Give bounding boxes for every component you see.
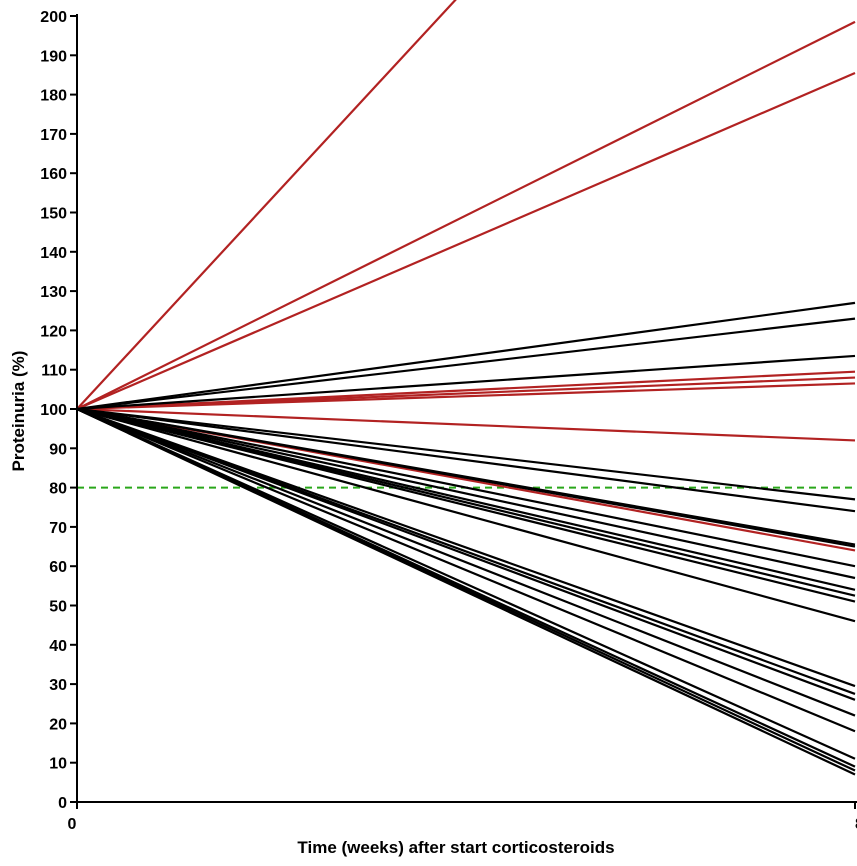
y-tick-label-80: 80 [49, 481, 67, 498]
x-axis-title: Time (weeks) after start corticosteroids [297, 838, 614, 857]
series-line-12 [77, 407, 856, 501]
y-tick-label-160: 160 [40, 166, 67, 183]
series-line-13 [77, 407, 856, 513]
y-tick-label-10: 10 [49, 756, 67, 773]
series-line-1 [77, 0, 457, 410]
series-line-26 [77, 407, 856, 733]
x-tick-label-8: 8 [855, 816, 857, 833]
y-tick-label-140: 140 [40, 245, 67, 262]
series-line-22 [77, 407, 856, 688]
series-line-17 [77, 407, 856, 580]
x-tick-label-0: 0 [68, 816, 77, 833]
tick-labels: 0102030405060708090100110120130140150160… [40, 9, 857, 833]
y-tick-label-190: 190 [40, 48, 67, 65]
series-line-7 [77, 407, 856, 442]
y-tick-label-40: 40 [49, 638, 67, 655]
series-line-16 [77, 407, 856, 568]
series-line-20 [77, 407, 856, 603]
y-tick-label-90: 90 [49, 441, 67, 458]
series-line-10 [77, 317, 856, 411]
series-line-3 [77, 71, 856, 411]
series-layer [77, 0, 856, 776]
series-line-25 [77, 407, 856, 717]
y-tick-label-70: 70 [49, 520, 67, 537]
y-tick-label-180: 180 [40, 88, 67, 105]
series-line-2 [77, 20, 856, 410]
axes [70, 14, 857, 809]
y-tick-label-200: 200 [40, 9, 67, 26]
y-tick-label-150: 150 [40, 206, 67, 223]
series-line-15 [77, 407, 856, 548]
y-tick-label-120: 120 [40, 323, 67, 340]
series-line-11 [77, 354, 856, 411]
y-tick-label-100: 100 [40, 402, 67, 419]
series-line-9 [77, 301, 856, 411]
y-tick-label-170: 170 [40, 127, 67, 144]
y-tick-label-110: 110 [41, 363, 67, 380]
series-line-21 [77, 407, 856, 623]
series-line-30 [77, 408, 856, 776]
series-line-24 [77, 407, 856, 701]
y-tick-label-0: 0 [58, 795, 67, 812]
y-tick-label-50: 50 [49, 599, 67, 616]
series-line-6 [77, 382, 856, 411]
y-tick-label-30: 30 [49, 677, 67, 694]
y-tick-label-20: 20 [49, 716, 67, 733]
y-axis-title: Proteinuria (%) [9, 351, 28, 472]
series-line-27 [77, 407, 856, 760]
y-tick-label-60: 60 [49, 559, 67, 576]
y-tick-label-130: 130 [40, 284, 67, 301]
